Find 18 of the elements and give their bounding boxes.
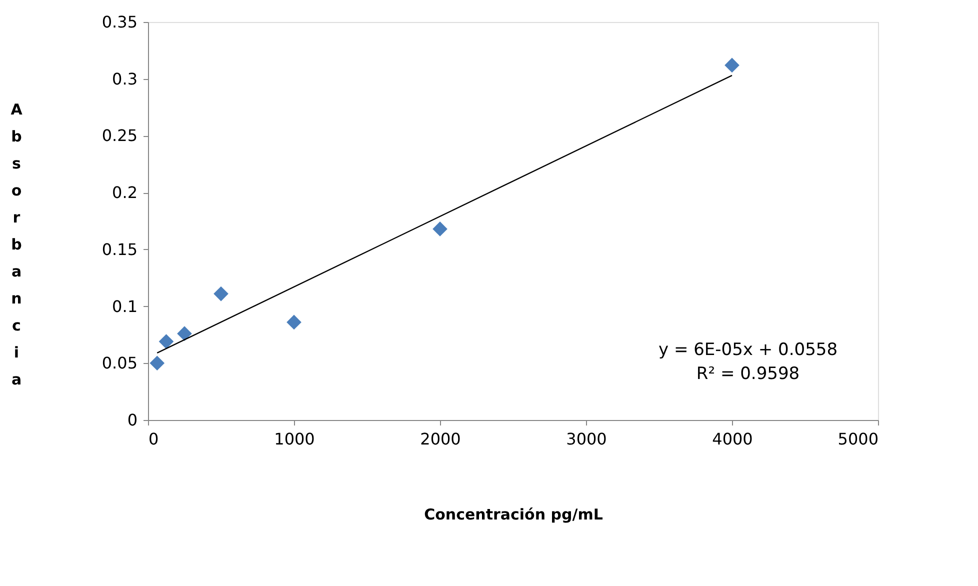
annotation: R² = 0.9598 — [696, 364, 800, 384]
y-tick-label: 0.3 — [112, 69, 138, 88]
x-tick-label: 2000 — [420, 430, 461, 448]
x-axis-title: Concentración pg/mL — [424, 506, 604, 524]
y-tick-label: 0.05 — [102, 354, 138, 373]
y-tick-label: 0.15 — [102, 240, 138, 259]
x-tick-label: 3000 — [566, 430, 607, 448]
y-tick-label: 0.1 — [112, 296, 138, 316]
annotation: y = 6E-05x + 0.0558 — [658, 340, 838, 360]
x-tick-label: 5000 — [838, 430, 878, 448]
y-tick-label: 0.2 — [112, 183, 138, 202]
x-tick-label: 4000 — [712, 430, 753, 448]
x-tick-label: 1000 — [274, 430, 315, 448]
y-tick-label: 0.35 — [102, 12, 138, 32]
y-tick-label: 0.25 — [102, 126, 138, 146]
y-tick-label: 0 — [127, 410, 138, 430]
text: Absorbancia — [10, 100, 22, 388]
x-tick-label: 0 — [148, 430, 159, 448]
